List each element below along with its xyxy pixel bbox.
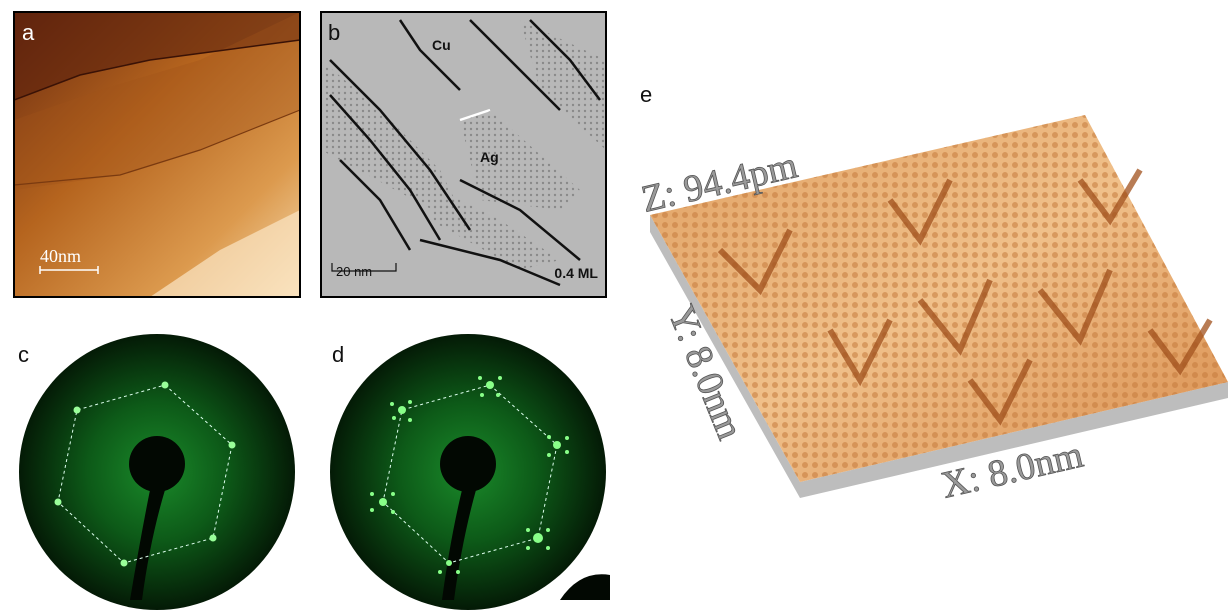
scale-bar-label: 40nm [40,246,81,266]
panel-label: d [332,342,344,367]
stm-3d-surface [650,115,1228,498]
panel-label: a [22,20,35,45]
panel-label: c [18,342,29,367]
panel-a [14,12,300,297]
frame [320,11,607,298]
coverage-label: 0.4 ML [554,265,598,281]
material-label: Cu [432,37,451,53]
frame [13,11,301,298]
scale-bar [39,266,99,274]
panel-label: e [640,82,652,107]
scale-bar [331,263,397,272]
leed-pattern-c [19,334,295,610]
panel-b [321,12,606,297]
panel-label: b [328,20,340,45]
material-label: Ag [480,149,499,165]
leed-pattern-d [330,334,610,610]
